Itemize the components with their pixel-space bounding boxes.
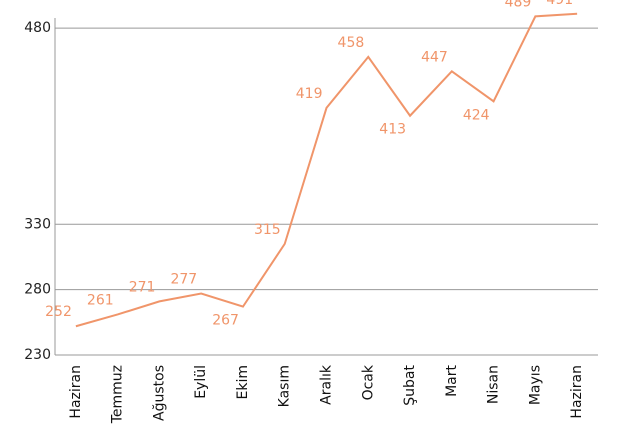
x-tick-label: Eylül <box>193 365 209 399</box>
data-label: 419 <box>296 86 323 102</box>
x-tick-label: Şubat <box>402 364 418 405</box>
y-tick-label: 230 <box>24 347 51 363</box>
data-label: 458 <box>338 35 365 51</box>
x-tick-label: Nisan <box>486 365 502 404</box>
data-label: 413 <box>379 122 406 138</box>
y-tick-label: 330 <box>24 216 51 232</box>
data-label: 252 <box>45 304 72 320</box>
y-tick-label: 280 <box>24 282 51 298</box>
data-label: 277 <box>170 272 197 288</box>
x-tick-label: Temmuz <box>110 365 126 424</box>
x-tick-label: Ocak <box>360 364 376 400</box>
y-tick-label: 480 <box>24 20 51 36</box>
x-tick-label: Kasım <box>277 365 293 407</box>
data-label: 424 <box>463 107 490 123</box>
x-tick-label: Ağustos <box>151 365 167 421</box>
line <box>75 12 578 328</box>
data-label: 447 <box>421 49 448 65</box>
x-tick-label: Mayıs <box>527 365 543 405</box>
x-tick-label: Haziran <box>68 365 84 419</box>
x-tick-label: Mart <box>444 364 460 396</box>
data-label: 271 <box>129 279 156 295</box>
x-tick-label: Ekim <box>235 365 251 399</box>
data-label: 267 <box>212 313 239 329</box>
data-label: 315 <box>254 222 281 238</box>
data-label: 489 <box>505 0 532 10</box>
data-label: 261 <box>87 292 114 308</box>
x-tick-label: Haziran <box>569 365 585 419</box>
x-tick-label: Aralık <box>319 364 335 405</box>
data-label: 491 <box>546 0 573 8</box>
